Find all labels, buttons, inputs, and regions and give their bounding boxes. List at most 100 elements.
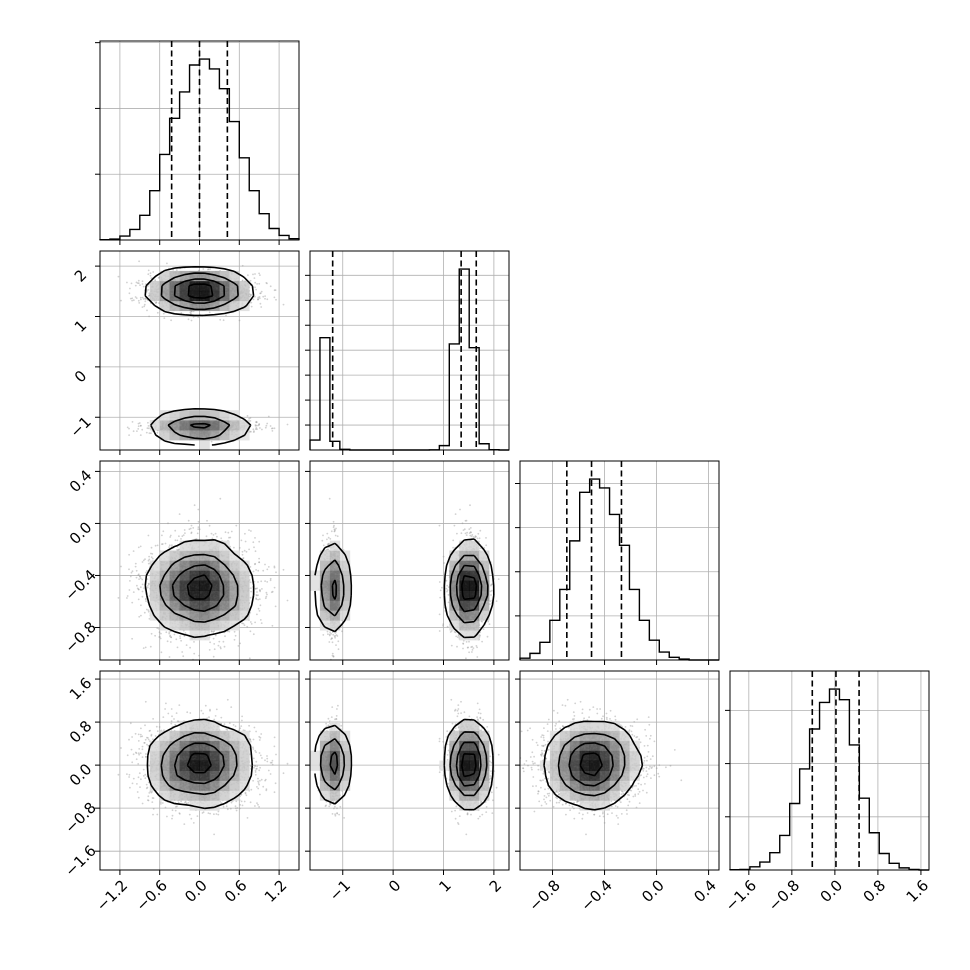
scatter-point [266, 422, 269, 425]
scatter-point [182, 534, 185, 536]
scatter-point [282, 303, 285, 306]
scatter-point [176, 646, 179, 649]
histogram-line-p3 [729, 688, 929, 871]
scatter-point [227, 531, 230, 534]
scatter-point [207, 268, 209, 271]
scatter-point [156, 544, 159, 547]
scatter-point [250, 301, 253, 304]
scatter-point [213, 643, 216, 645]
grid [520, 461, 719, 660]
scatter-point [261, 428, 263, 431]
scatter-point [148, 315, 151, 318]
scatter-point [212, 637, 215, 640]
scatter-point [249, 420, 252, 422]
scatter-point [250, 293, 253, 296]
x-tick-label-p3-0: −1.6 [722, 876, 760, 914]
scatter-point [150, 546, 153, 549]
scatter-point [241, 553, 244, 556]
scatter-point [255, 288, 257, 291]
scatter-point [154, 302, 157, 304]
scatter-point [143, 305, 146, 308]
scatter-point [148, 432, 151, 435]
scatter-point [202, 268, 205, 270]
scatter-point [128, 292, 131, 295]
scatter-point [141, 428, 144, 431]
scatter-point [144, 298, 147, 300]
scatter-point [211, 537, 214, 540]
scatter-point [264, 426, 267, 429]
scatter-point [257, 581, 259, 583]
scatter-point [257, 298, 259, 300]
scatter-point [149, 645, 152, 648]
joint-panel-p0-p2: −0.8−0.40.00.4 [61, 460, 300, 665]
scatter-point [252, 633, 255, 636]
scatter-point [217, 644, 220, 647]
scatter-point [257, 569, 260, 572]
scatter-point [249, 581, 252, 584]
scatter-point [147, 273, 150, 276]
panel-frame [729, 670, 930, 871]
scatter-point [141, 280, 144, 283]
scatter-point [219, 497, 222, 500]
scatter-point [241, 550, 244, 553]
scatter-point [150, 556, 153, 559]
scatter-point [128, 434, 131, 436]
scatter-point [250, 590, 253, 593]
scatter-point [169, 536, 172, 538]
scatter-point [146, 309, 148, 312]
density-cell [229, 420, 240, 431]
scatter-point [138, 302, 141, 304]
scatter-point [256, 424, 258, 427]
scatter-point [154, 279, 157, 281]
scatter-point [264, 563, 266, 566]
scatter-point [254, 537, 256, 539]
scatter-point [258, 557, 260, 560]
scatter-point [253, 277, 256, 279]
scatter-point [252, 428, 255, 431]
scatter-point [166, 640, 169, 643]
scatter-point [212, 630, 215, 633]
scatter-point [252, 273, 254, 276]
scatter-point [142, 285, 145, 288]
histogram-panel-p3: −1.6 −0.8 0.0 0.8 1.6 [722, 670, 932, 915]
scatter-point [269, 425, 272, 427]
scatter-point [147, 269, 150, 272]
scatter-point [145, 597, 147, 600]
scatter-point [208, 524, 211, 527]
histogram-line-p2 [519, 478, 719, 661]
scatter-point [175, 269, 178, 271]
density-cell [239, 290, 250, 302]
scatter-point [168, 544, 171, 547]
scatter-point [163, 317, 166, 319]
scatter-point [156, 431, 159, 434]
scatter-point [150, 432, 152, 435]
scatter-point [235, 524, 238, 527]
scatter-point [247, 274, 249, 277]
scatter-point [166, 262, 168, 265]
scatter-point [178, 513, 181, 515]
scatter-point [264, 297, 266, 300]
scatter-point [196, 532, 199, 535]
scatter-point [160, 632, 162, 635]
scatter-point [256, 591, 258, 593]
scatter-point [207, 268, 210, 271]
scatter-point [222, 319, 225, 322]
scatter-point [168, 656, 171, 658]
scatter-point [137, 279, 140, 282]
scatter-point [249, 279, 252, 282]
scatter-point [249, 630, 252, 633]
panel-frame [309, 250, 510, 451]
scatter-point [190, 312, 192, 315]
scatter-point [271, 624, 274, 627]
scatter-point [144, 646, 147, 649]
scatter-point [128, 589, 131, 591]
scatter-point [139, 545, 142, 548]
density-cell [149, 290, 161, 302]
scatter-point [189, 311, 192, 314]
scatter-point [130, 282, 133, 285]
scatter-point [218, 640, 221, 643]
y-tick-label-p1-2: 1 [71, 316, 90, 335]
scatter-point [148, 555, 151, 558]
